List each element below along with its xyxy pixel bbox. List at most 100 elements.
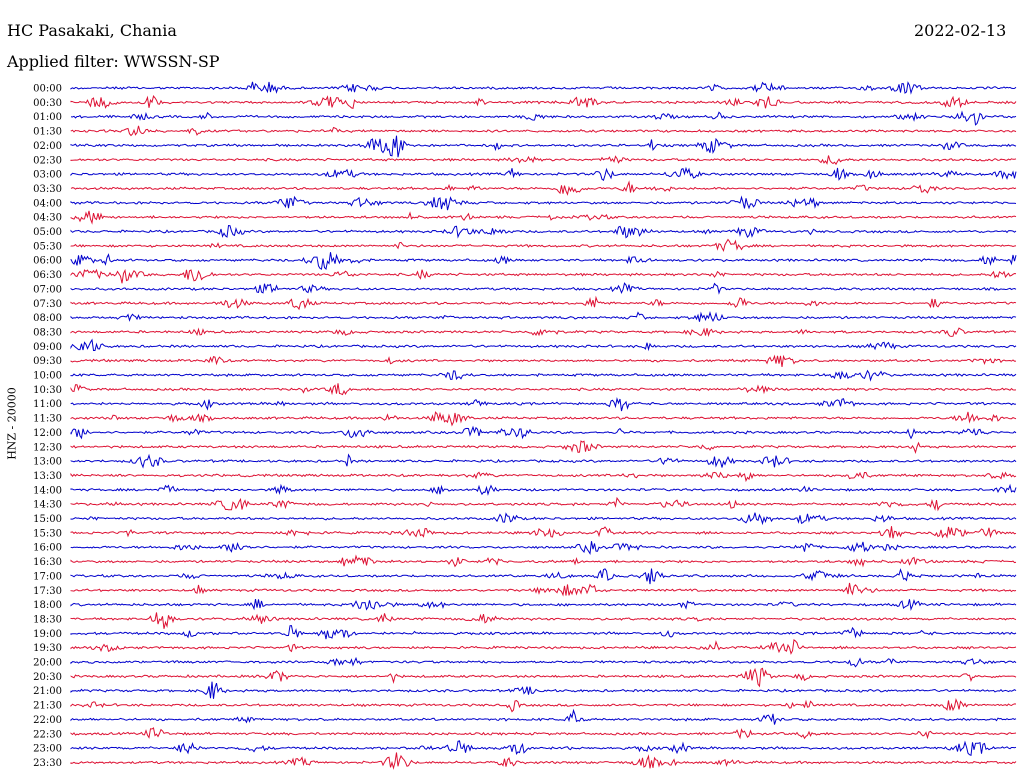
trace-line (70, 681, 1017, 699)
trace-line (70, 483, 1017, 496)
trace-line (70, 625, 1017, 640)
trace-line (70, 740, 1017, 757)
trace-line (70, 268, 1017, 284)
time-label: 19:30 (33, 643, 62, 654)
time-label: 01:30 (33, 127, 62, 138)
time-label: 22:30 (33, 729, 62, 740)
trace-line (70, 295, 1017, 311)
time-label: 23:30 (33, 758, 62, 769)
time-label: 02:30 (33, 155, 62, 166)
trace-line (70, 599, 1017, 612)
trace-line (70, 338, 1017, 352)
time-label: 09:30 (33, 356, 62, 367)
time-label: 11:00 (33, 399, 62, 410)
time-label: 03:00 (33, 170, 62, 181)
filter-label: Applied filter: WWSSN-SP (7, 52, 220, 71)
trace-line (70, 411, 1017, 427)
trace-line (70, 582, 1017, 597)
trace-line (70, 369, 1017, 382)
time-label: 16:30 (33, 557, 62, 568)
time-label: 04:00 (33, 198, 62, 209)
time-label: 11:30 (33, 414, 62, 425)
time-label: 06:30 (33, 270, 62, 281)
trace-line (70, 440, 1017, 455)
trace-line (70, 180, 1017, 196)
time-label: 08:30 (33, 327, 62, 338)
time-label: 06:00 (33, 256, 62, 267)
trace-line (70, 512, 1017, 526)
trace-line (70, 526, 1017, 539)
time-label: 21:00 (33, 686, 62, 697)
time-label: 20:30 (33, 672, 62, 683)
time-label: 05:30 (33, 241, 62, 252)
trace-line (70, 496, 1017, 512)
time-label: 14:00 (33, 485, 62, 496)
trace-line (70, 327, 1017, 337)
time-label: 00:30 (33, 98, 62, 109)
trace-line (70, 639, 1017, 655)
time-label: 14:30 (33, 500, 62, 511)
time-label: 17:00 (33, 571, 62, 582)
time-label: 18:00 (33, 600, 62, 611)
trace-line (70, 727, 1017, 740)
time-label: 20:00 (33, 658, 62, 669)
station-title: HC Pasakaki, Chania (7, 21, 177, 40)
trace-line (70, 155, 1017, 166)
time-label: 05:00 (33, 227, 62, 238)
time-label: 12:00 (33, 428, 62, 439)
time-label: 18:30 (33, 614, 62, 625)
time-label: 22:00 (33, 715, 62, 726)
time-label: 15:00 (33, 514, 62, 525)
time-label: 21:30 (33, 701, 62, 712)
trace-line (70, 166, 1017, 181)
time-label: 13:00 (33, 457, 62, 468)
time-label: 07:30 (33, 299, 62, 310)
trace-line (70, 568, 1017, 585)
trace-line (70, 667, 1017, 688)
trace-line (70, 95, 1017, 110)
time-label: 10:00 (33, 371, 62, 382)
time-label: 15:30 (33, 528, 62, 539)
time-label: 01:00 (33, 112, 62, 123)
time-label: 23:00 (33, 744, 62, 755)
time-label: 04:30 (33, 213, 62, 224)
trace-line (70, 195, 1017, 211)
trace-line (70, 453, 1017, 469)
time-label: 16:00 (33, 543, 62, 554)
trace-line (70, 554, 1017, 568)
trace-line (70, 210, 1017, 225)
time-label: 08:00 (33, 313, 62, 324)
time-label: 07:00 (33, 284, 62, 295)
trace-line (70, 383, 1017, 396)
time-label: 02:00 (33, 141, 62, 152)
trace-line (70, 354, 1017, 367)
time-label: 13:30 (33, 471, 62, 482)
trace-line (70, 110, 1017, 126)
trace-line (70, 238, 1017, 252)
trace-line (70, 282, 1017, 295)
trace-line (70, 656, 1017, 668)
trace-line (70, 125, 1017, 137)
trace-line (70, 541, 1017, 555)
time-label: 03:30 (33, 184, 62, 195)
trace-line (70, 252, 1017, 270)
trace-line (70, 311, 1017, 323)
trace-line (70, 397, 1017, 412)
time-label: 19:00 (33, 629, 62, 640)
trace-line (70, 471, 1017, 483)
trace-line (70, 708, 1017, 725)
time-label: 17:30 (33, 586, 62, 597)
time-label: 12:30 (33, 442, 62, 453)
time-label: 09:00 (33, 342, 62, 353)
trace-line (70, 425, 1017, 440)
trace-line (70, 752, 1017, 770)
time-label: 00:00 (33, 84, 62, 95)
date-label: 2022-02-13 (914, 21, 1007, 40)
trace-line (70, 224, 1017, 239)
time-label: 10:30 (33, 385, 62, 396)
trace-line (70, 135, 1017, 158)
trace-line (70, 612, 1017, 629)
trace-line (70, 697, 1017, 713)
trace-line (70, 81, 1017, 95)
